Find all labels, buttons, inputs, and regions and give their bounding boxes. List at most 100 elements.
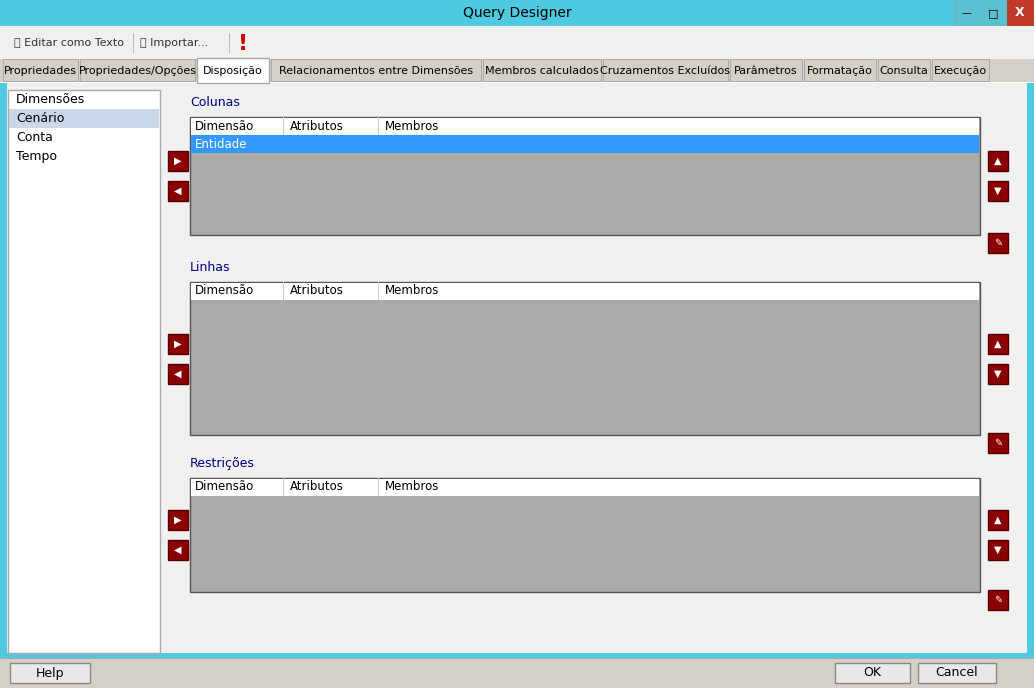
Text: Dimensão: Dimensão xyxy=(195,480,254,493)
Bar xyxy=(191,118,979,135)
Bar xyxy=(8,90,160,653)
Text: Dimensão: Dimensão xyxy=(195,120,254,133)
Bar xyxy=(0,83,1034,660)
Text: Parâmetros: Parâmetros xyxy=(734,66,798,76)
Text: Membros: Membros xyxy=(385,285,439,297)
Bar xyxy=(989,233,1008,253)
Text: ▶: ▶ xyxy=(175,156,182,166)
Bar xyxy=(168,363,188,383)
Text: Membros calculados: Membros calculados xyxy=(485,66,599,76)
Bar xyxy=(3,59,78,81)
Text: Cruzamentos Excluídos: Cruzamentos Excluídos xyxy=(601,66,730,76)
Bar xyxy=(932,59,989,81)
Bar xyxy=(918,663,996,683)
Bar xyxy=(0,83,7,660)
Text: Cenário: Cenário xyxy=(16,112,64,125)
Text: Restrições: Restrições xyxy=(190,457,254,470)
Bar xyxy=(0,653,1034,660)
Bar xyxy=(80,59,195,81)
Bar xyxy=(0,658,1034,688)
Text: ✎: ✎ xyxy=(994,595,1002,605)
Text: X: X xyxy=(1015,6,1025,19)
Bar xyxy=(0,59,1034,83)
Bar xyxy=(989,510,1008,530)
Text: Cancel: Cancel xyxy=(936,667,978,680)
Text: OK: OK xyxy=(863,667,881,680)
Bar xyxy=(191,135,979,153)
Bar xyxy=(0,82,1034,83)
Text: Relacionamentos entre Dimensões: Relacionamentos entre Dimensões xyxy=(279,66,474,76)
Text: Colunas: Colunas xyxy=(190,96,240,109)
Bar xyxy=(271,59,481,81)
Bar xyxy=(197,58,269,83)
Text: Tempo: Tempo xyxy=(16,150,57,163)
Text: ◀: ◀ xyxy=(175,369,182,378)
Bar xyxy=(190,117,980,235)
Bar xyxy=(168,540,188,560)
Bar xyxy=(953,0,980,26)
Text: ▲: ▲ xyxy=(995,156,1002,166)
Text: Entidade: Entidade xyxy=(195,138,247,151)
Text: Help: Help xyxy=(36,667,64,680)
Bar xyxy=(9,109,159,128)
Text: 📂 Importar...: 📂 Importar... xyxy=(140,38,209,47)
Text: Consulta: Consulta xyxy=(880,66,929,76)
Text: ▲: ▲ xyxy=(995,338,1002,349)
Bar xyxy=(168,334,188,354)
Bar xyxy=(168,151,188,171)
Bar xyxy=(483,59,601,81)
Text: Atributos: Atributos xyxy=(290,120,344,133)
Bar xyxy=(730,59,802,81)
Text: □: □ xyxy=(987,8,998,18)
Bar xyxy=(878,59,930,81)
Text: ⬜ Editar como Texto: ⬜ Editar como Texto xyxy=(14,38,124,47)
Text: Dimensões: Dimensões xyxy=(16,93,85,106)
Bar xyxy=(1007,0,1034,26)
Text: ▶: ▶ xyxy=(175,515,182,525)
Bar xyxy=(835,663,910,683)
Text: ◀: ◀ xyxy=(175,186,182,196)
Text: ▼: ▼ xyxy=(995,545,1002,555)
Text: —: — xyxy=(962,8,971,18)
Bar xyxy=(989,181,1008,201)
Text: ✎: ✎ xyxy=(994,438,1002,448)
Bar xyxy=(0,658,1034,659)
Bar xyxy=(603,59,728,81)
Bar xyxy=(989,540,1008,560)
Text: ✎: ✎ xyxy=(994,238,1002,248)
Bar xyxy=(989,363,1008,383)
Bar xyxy=(168,181,188,201)
Text: ▼: ▼ xyxy=(995,186,1002,196)
Text: ◀: ◀ xyxy=(175,545,182,555)
Bar xyxy=(10,663,90,683)
Text: Conta: Conta xyxy=(16,131,53,144)
Text: Query Designer: Query Designer xyxy=(462,6,572,20)
Text: Formatação: Formatação xyxy=(808,66,873,76)
Bar xyxy=(989,590,1008,610)
Bar xyxy=(989,151,1008,171)
Bar xyxy=(191,479,979,496)
Text: Disposição: Disposição xyxy=(203,66,263,76)
Bar xyxy=(804,59,876,81)
Text: Membros: Membros xyxy=(385,120,439,133)
Text: ▼: ▼ xyxy=(995,369,1002,378)
Bar xyxy=(989,433,1008,453)
Bar xyxy=(0,26,1034,59)
Bar xyxy=(1027,83,1034,660)
Bar xyxy=(191,283,979,300)
Text: Propriedades/Opções: Propriedades/Opções xyxy=(79,66,196,76)
Bar xyxy=(0,0,1034,26)
Text: Atributos: Atributos xyxy=(290,285,344,297)
Bar xyxy=(190,478,980,592)
Text: Linhas: Linhas xyxy=(190,261,231,274)
Text: Propriedades: Propriedades xyxy=(4,66,77,76)
Text: Membros: Membros xyxy=(385,480,439,493)
Bar xyxy=(980,0,1007,26)
Text: Atributos: Atributos xyxy=(290,480,344,493)
Bar xyxy=(190,282,980,435)
Bar xyxy=(168,510,188,530)
Text: !: ! xyxy=(238,34,248,54)
Bar xyxy=(989,334,1008,354)
Text: ▲: ▲ xyxy=(995,515,1002,525)
Text: Execução: Execução xyxy=(934,66,987,76)
